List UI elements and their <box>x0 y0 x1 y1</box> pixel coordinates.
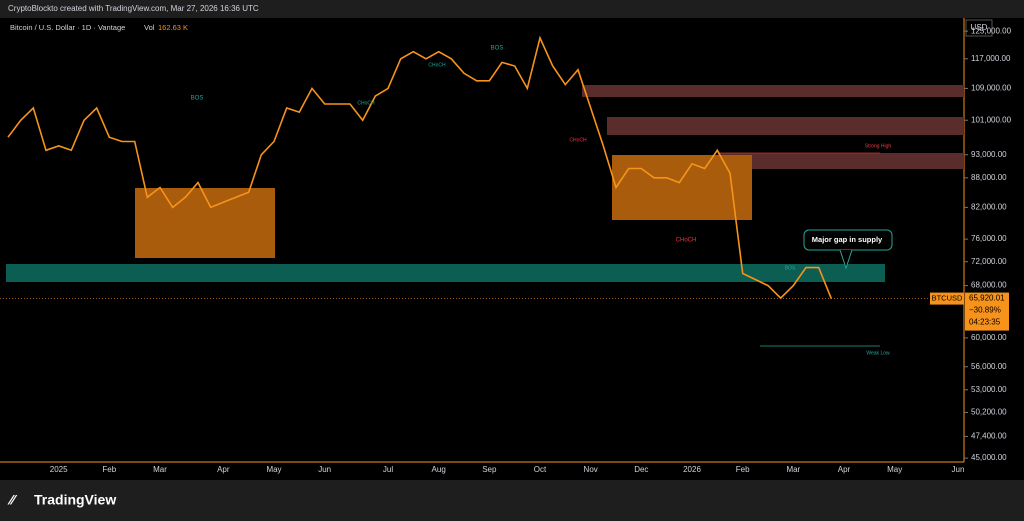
x-tick-label: Oct <box>534 465 547 474</box>
x-tick-label: 2026 <box>683 465 701 474</box>
x-tick-label: Sep <box>482 465 497 474</box>
range-box <box>135 188 275 258</box>
annotation: CHoCH <box>428 62 446 68</box>
demand-band <box>6 264 885 282</box>
annotation: CHoCH <box>357 100 375 106</box>
y-tick-label: 125,000.00 <box>971 26 1012 35</box>
price-line <box>7 35 833 300</box>
x-tick-label: Feb <box>102 465 116 474</box>
supply-zone <box>582 85 964 97</box>
brand-logo: ⁄⁄ <box>7 492 17 508</box>
x-tick-label: Dec <box>634 465 648 474</box>
symbol-tag <box>930 292 964 305</box>
x-tick-label: Jun <box>952 465 965 474</box>
x-tick-label: Aug <box>432 465 446 474</box>
y-tick-label: 68,000.00 <box>971 281 1007 290</box>
supply-zone <box>607 117 964 135</box>
brand: TradingView <box>34 492 116 508</box>
currency-box[interactable] <box>965 19 993 37</box>
x-tick-label: Mar <box>153 465 167 474</box>
price-tag-countdown: 04:23:35 <box>969 318 1001 327</box>
annotation: CHoCH <box>569 137 587 143</box>
annotation: BOS <box>785 265 796 271</box>
price-tag-value: 65,920.01 <box>969 294 1005 303</box>
annotation: BOS <box>191 96 204 102</box>
annotation: Weak Low <box>866 350 890 356</box>
x-tick-label: Nov <box>584 465 598 474</box>
y-tick-label: 72,000.00 <box>971 257 1007 266</box>
annotation: Strong High <box>865 143 892 149</box>
symbol: Bitcoin / U.S. Dollar · 1D · Vantage <box>10 23 125 32</box>
x-tick-label: Jun <box>318 465 331 474</box>
y-tick-label: 45,000.00 <box>971 453 1007 462</box>
annotation: Major gap in supply <box>812 235 883 244</box>
y-tick-label: 82,000.00 <box>971 202 1007 211</box>
callout-pointer <box>839 249 853 270</box>
y-tick-label: 101,000.00 <box>971 115 1012 124</box>
x-tick-label: May <box>266 465 281 474</box>
y-tick-label: 93,000.00 <box>971 150 1007 159</box>
x-tick-label: Feb <box>736 465 750 474</box>
range-box <box>612 155 752 220</box>
top-bar <box>0 0 1024 18</box>
x-tick-label: Jul <box>383 465 393 474</box>
x-tick-label: Mar <box>786 465 800 474</box>
vol-label: Vol <box>144 23 155 32</box>
x-tick-label: May <box>887 465 902 474</box>
y-tick-label: 53,000.00 <box>971 385 1007 394</box>
y-tick-label: 88,000.00 <box>971 173 1007 182</box>
x-tick-label: Apr <box>838 465 851 474</box>
annotation: BOS <box>491 46 504 52</box>
x-tick-label: Apr <box>217 465 230 474</box>
supply-zone <box>718 153 964 169</box>
y-tick-label: 76,000.00 <box>971 234 1007 243</box>
annotation: CHoCH <box>676 238 697 244</box>
credit: CryptoBlockto created with TradingView.c… <box>8 4 259 13</box>
y-tick-label: 50,200.00 <box>971 408 1007 417</box>
price-tag-change: −30.89% <box>969 306 1001 315</box>
x-tick-label: 2025 <box>50 465 68 474</box>
vol-value: 162.63 K <box>158 23 188 32</box>
y-tick-label: 117,000.00 <box>971 54 1011 63</box>
y-tick-label: 56,000.00 <box>971 362 1007 371</box>
footer <box>0 480 1024 521</box>
y-tick-label: 109,000.00 <box>971 84 1012 93</box>
currency[interactable]: USD <box>971 23 988 32</box>
y-tick-label: 60,000.00 <box>971 333 1007 342</box>
symbol-tag-text: BTCUSD <box>932 294 963 303</box>
y-tick-label: 47,400.00 <box>971 432 1007 441</box>
price-tag <box>965 292 1009 331</box>
